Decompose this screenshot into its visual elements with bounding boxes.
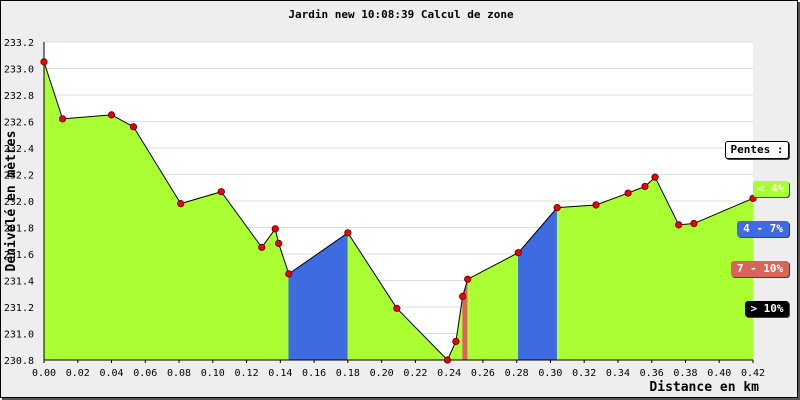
y-tick-label: 233.0 xyxy=(4,65,34,76)
x-tick-label: 0.24 xyxy=(437,368,461,379)
data-point xyxy=(443,356,452,364)
data-point xyxy=(275,239,283,247)
slope-segment xyxy=(595,192,629,361)
slope-segment xyxy=(627,185,646,361)
x-tick-label: 0.12 xyxy=(235,368,259,379)
slope-segment xyxy=(62,114,112,361)
x-tick-label: 0.08 xyxy=(167,368,191,379)
x-tick-label: 0.14 xyxy=(268,368,292,379)
x-tick-label: 0.18 xyxy=(336,368,360,379)
legend-item-gt10: > 10% xyxy=(745,301,789,317)
x-tick-label: 0.38 xyxy=(673,368,697,379)
data-point xyxy=(177,200,185,208)
legend-item-7-10: 7 - 10% xyxy=(731,261,789,277)
data-point xyxy=(393,304,401,312)
data-point xyxy=(553,204,561,212)
data-point xyxy=(344,229,352,237)
data-point xyxy=(271,225,279,233)
x-tick-label: 0.28 xyxy=(505,368,529,379)
x-tick-label: 0.00 xyxy=(32,368,56,379)
chart-title: Jardin new 10:08:39 Calcul de zone xyxy=(288,8,514,21)
data-point xyxy=(464,275,472,283)
y-tick-label: 232.4 xyxy=(4,144,34,155)
y-tick-label: 232.8 xyxy=(4,91,34,102)
y-axis-label: Dénivelé en mètres xyxy=(4,131,19,272)
data-point xyxy=(651,173,659,181)
slope-segment xyxy=(111,114,134,361)
legend-item-4-7: 4 - 7% xyxy=(737,221,789,237)
x-tick-label: 0.32 xyxy=(572,368,596,379)
x-tick-label: 0.36 xyxy=(640,368,664,379)
x-tick-label: 0.40 xyxy=(707,368,731,379)
data-point xyxy=(129,123,138,131)
data-point xyxy=(107,111,116,119)
x-tick-label: 0.34 xyxy=(606,368,630,379)
data-point xyxy=(58,115,67,123)
slope-segment xyxy=(644,176,656,361)
data-point xyxy=(285,270,293,278)
x-tick-label: 0.30 xyxy=(538,368,562,379)
x-tick-label: 0.26 xyxy=(471,368,495,379)
x-tick-label: 0.04 xyxy=(99,368,123,379)
y-tick-label: 232.6 xyxy=(4,118,34,129)
legend-title: Pentes : xyxy=(725,141,789,159)
slope-segment xyxy=(180,191,222,361)
x-tick-label: 0.06 xyxy=(133,368,157,379)
data-point xyxy=(675,221,683,229)
y-tick-label: 231.6 xyxy=(4,250,34,261)
slope-segment xyxy=(556,204,597,361)
data-point xyxy=(258,243,266,251)
y-tick-label: 231.8 xyxy=(4,224,34,235)
x-tick-label: 0.22 xyxy=(403,368,427,379)
x-tick-label: 0.16 xyxy=(302,368,326,379)
x-tick-label: 0.20 xyxy=(370,368,394,379)
y-tick-label: 231.2 xyxy=(4,303,34,314)
data-point xyxy=(217,188,225,196)
data-point xyxy=(690,219,698,228)
data-point xyxy=(624,189,632,197)
legend-item-lt4: < 4% xyxy=(753,181,789,197)
data-point xyxy=(452,337,460,346)
slope-segment xyxy=(274,228,279,361)
data-point xyxy=(40,58,48,66)
data-point xyxy=(641,182,649,191)
data-point xyxy=(514,249,522,257)
y-tick-label: 233.2 xyxy=(4,38,34,49)
data-point xyxy=(592,201,600,209)
data-point xyxy=(459,292,467,300)
x-tick-label: 0.02 xyxy=(66,368,90,379)
y-tick-label: 231.0 xyxy=(4,330,34,341)
y-tick-label: 231.4 xyxy=(4,277,34,288)
y-tick-label: 230.8 xyxy=(4,356,34,367)
y-tick-label: 232.2 xyxy=(4,171,34,182)
x-axis-label: Distance en km xyxy=(649,380,759,395)
x-tick-label: 0.42 xyxy=(741,368,765,379)
x-tick-label: 0.10 xyxy=(201,368,225,379)
y-tick-label: 232.0 xyxy=(4,197,34,208)
slope-segment xyxy=(678,223,695,361)
